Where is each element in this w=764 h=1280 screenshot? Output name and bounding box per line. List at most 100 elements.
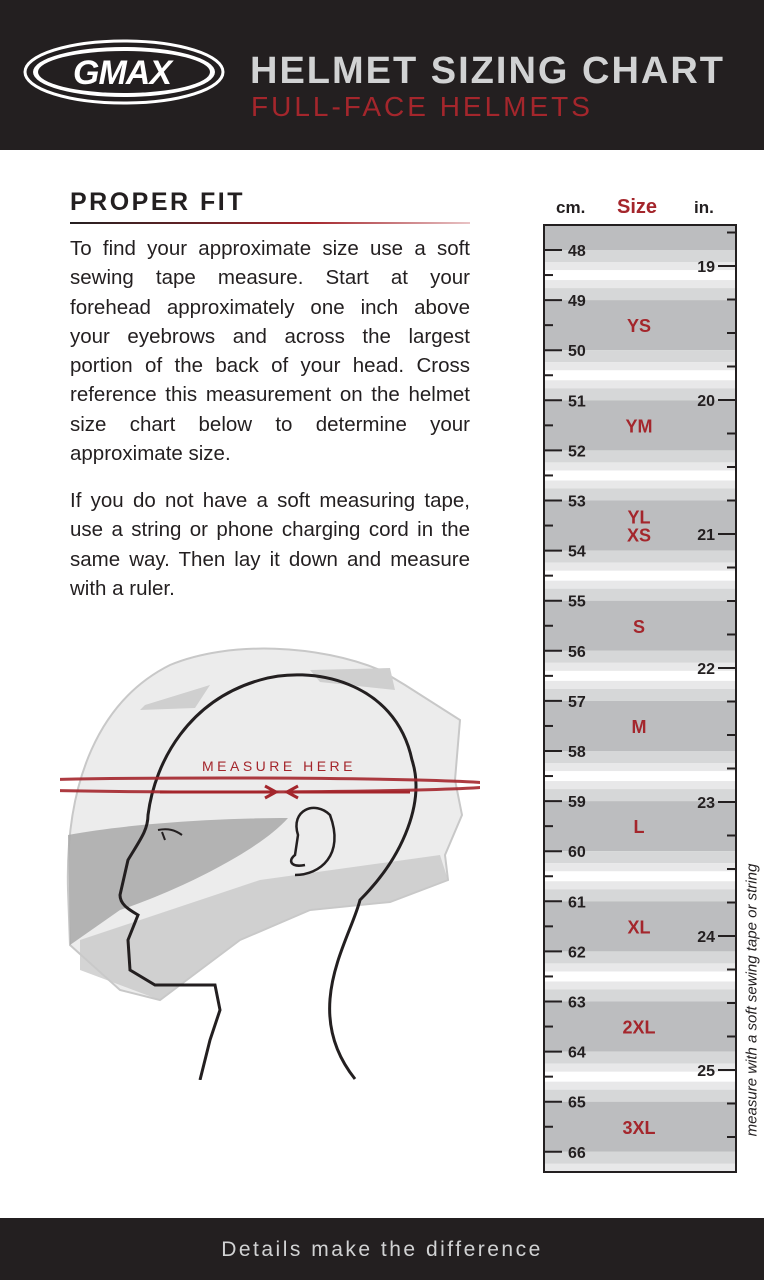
band-stripe xyxy=(544,388,736,401)
cm-label: 49 xyxy=(568,293,586,310)
size-band xyxy=(544,700,736,751)
size-label: M xyxy=(632,717,647,737)
band-stripe xyxy=(544,1051,736,1064)
head-outline xyxy=(118,673,418,1080)
band-stripe xyxy=(544,650,736,663)
cm-label: 51 xyxy=(568,393,586,410)
band-stripe xyxy=(544,1163,736,1172)
arrow-left-icon xyxy=(160,784,280,800)
size-header: Size xyxy=(617,196,658,218)
arrow-right-icon xyxy=(283,784,410,800)
inch-label: 25 xyxy=(697,1063,715,1080)
cm-label: 56 xyxy=(568,644,586,661)
inch-label: 19 xyxy=(697,259,715,276)
band-stripe xyxy=(544,280,736,289)
size-band xyxy=(544,600,736,651)
alternative-paragraph: If you do not have a soft measuring tape… xyxy=(70,489,470,600)
band-stripe xyxy=(544,680,736,689)
band-stripe xyxy=(544,781,736,790)
cm-label: 54 xyxy=(568,544,586,561)
visor xyxy=(68,818,288,945)
band-stripe xyxy=(544,1063,736,1072)
eye xyxy=(157,828,183,841)
inch-label: 24 xyxy=(697,929,715,946)
size-label: YS xyxy=(627,316,651,336)
ear xyxy=(289,806,336,877)
cm-label: 60 xyxy=(568,844,586,861)
inch-label: 21 xyxy=(697,527,715,544)
cm-label: 58 xyxy=(568,744,586,761)
size-band xyxy=(544,225,736,250)
size-band xyxy=(544,400,736,451)
inch-label: 23 xyxy=(697,795,715,812)
band-stripe xyxy=(544,350,736,363)
instructions-paragraph: To find your approximate size use a soft… xyxy=(70,237,470,466)
inch-label: 22 xyxy=(697,661,715,678)
band-stripe xyxy=(544,288,736,301)
size-band xyxy=(544,500,736,551)
band-stripe xyxy=(544,488,736,501)
size-label: YL xyxy=(627,508,650,528)
size-band xyxy=(544,801,736,852)
band-stripe xyxy=(544,688,736,701)
size-band xyxy=(544,300,736,351)
size-label: YM xyxy=(626,416,653,436)
band-stripe xyxy=(544,588,736,601)
cm-label: 50 xyxy=(568,343,586,360)
size-band xyxy=(544,1001,736,1052)
size-label: L xyxy=(634,817,645,837)
band-stripe xyxy=(544,450,736,463)
proper-fit-heading: PROPER FIT xyxy=(70,188,246,216)
band-stripe xyxy=(544,1089,736,1102)
footer xyxy=(0,1218,764,1280)
size-label: XS xyxy=(627,526,651,546)
cm-label: 59 xyxy=(568,794,586,811)
size-band xyxy=(544,1101,736,1152)
band-stripe xyxy=(544,250,736,263)
inch-label: 20 xyxy=(697,393,715,410)
cm-label: 53 xyxy=(568,494,586,511)
cm-label: 65 xyxy=(568,1095,586,1112)
size-label: 3XL xyxy=(622,1118,655,1138)
band-stripe xyxy=(544,580,736,589)
size-label: S xyxy=(633,617,645,637)
band-stripe xyxy=(544,951,736,964)
cm-label: 57 xyxy=(568,694,586,711)
cm-label: 61 xyxy=(568,894,586,911)
cm-label: 62 xyxy=(568,944,586,961)
band-stripe xyxy=(544,480,736,489)
band-stripe xyxy=(544,1151,736,1164)
band-stripe xyxy=(544,751,736,764)
size-ruler: 48 49 50 51 52 53 54 55 56 57 58 59 60 61 62 63 64 65 66 19… xyxy=(543,224,737,1173)
band-stripe xyxy=(544,963,736,972)
band-stripe xyxy=(544,1081,736,1090)
ruler-border xyxy=(543,224,737,1173)
cm-label: 52 xyxy=(568,443,586,460)
band-stripe xyxy=(544,362,736,371)
page-title: HELMET SIZING CHART xyxy=(250,50,725,92)
cm-label: 48 xyxy=(568,243,586,260)
cm-label: 66 xyxy=(568,1145,586,1162)
page-subtitle: FULL-FACE HELMETS xyxy=(251,91,593,122)
band-stripe xyxy=(544,562,736,571)
measure-here-label: MEASURE HERE xyxy=(202,758,356,774)
size-label: XL xyxy=(627,917,650,937)
band-stripe xyxy=(544,662,736,671)
band-stripe xyxy=(544,981,736,990)
helmet-head-illustration: MEASURE HERE xyxy=(60,647,480,1080)
svg-text:GMAX: GMAX xyxy=(73,54,174,92)
band-stripe xyxy=(544,462,736,471)
band-stripe xyxy=(544,863,736,872)
gmax-logo: GMAX xyxy=(23,39,225,105)
band-stripe xyxy=(544,881,736,890)
band-stripe xyxy=(544,989,736,1002)
band-stripe xyxy=(544,550,736,563)
band-stripe xyxy=(544,763,736,772)
cm-label: 64 xyxy=(568,1045,586,1062)
header: GMAX HELMET SIZING CHART FULL-FACE HELME… xyxy=(0,0,764,150)
heading-underline xyxy=(70,222,470,224)
cm-label: 63 xyxy=(568,995,586,1012)
band-stripe xyxy=(544,789,736,802)
side-note: measure with a soft sewing tape or strin… xyxy=(743,863,761,1137)
band-stripe xyxy=(544,889,736,902)
